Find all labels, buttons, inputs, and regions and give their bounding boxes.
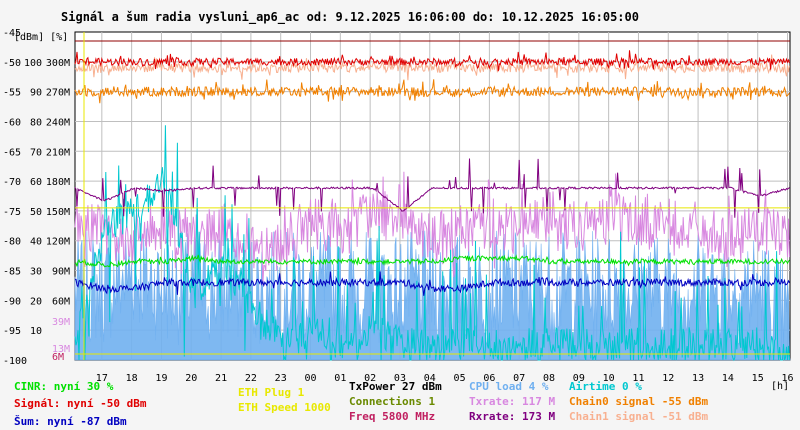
- tick-label-hour: 12: [662, 373, 674, 384]
- tick-label-hour: 06: [483, 373, 495, 384]
- legend-chain1-text: Chain1 signal -51 dBm: [569, 410, 709, 423]
- series-cpu-load: [74, 228, 791, 361]
- tick-label-hour: 08: [543, 373, 555, 384]
- hour-unit-label: [h]: [771, 381, 789, 392]
- tick-label-pct: 10: [30, 326, 42, 337]
- legend-cinr: CINR: nyní 30 %: [14, 380, 113, 393]
- tick-label-dbm: -50: [3, 58, 21, 69]
- tick-label-dbm: -95: [3, 326, 21, 337]
- tick-label-hour: 18: [126, 373, 138, 384]
- tick-label-dbm: -65: [3, 147, 21, 158]
- series-signal: [74, 50, 790, 72]
- legend-txpower: TxPower 27 dBm: [349, 380, 442, 393]
- tick-label-rate: 300M: [46, 58, 70, 69]
- legend-noise-text: Šum: nyní -87 dBm: [14, 415, 127, 428]
- tick-label-pct: 40: [30, 237, 42, 248]
- unit-label: [dBm] [%]: [14, 32, 68, 43]
- tick-label-dbm: -75: [3, 207, 21, 218]
- tick-label-hour: 17: [96, 373, 108, 384]
- series-rxrate: [74, 158, 790, 218]
- tick-label-rate: 60M: [52, 296, 70, 307]
- tick-label-hour: 03: [394, 373, 406, 384]
- tick-label-rate: 150M: [46, 207, 70, 218]
- legend-cpu-text: CPU load 4 %: [469, 380, 549, 393]
- tick-label-hour: 22: [245, 373, 257, 384]
- chart-title: Signál a šum radia vysluni_ap6_ac od: 9.…: [61, 10, 639, 24]
- legend-airtime-text: Airtime 0 %: [569, 380, 642, 393]
- legend-rxrate: Rxrate: 173 M: [469, 410, 555, 423]
- tick-label-dbm: -90: [3, 296, 21, 307]
- series-cinr: [74, 254, 790, 268]
- tick-label-rate-low: 13M: [52, 344, 70, 355]
- tick-label-dbm: -70: [3, 177, 21, 188]
- tick-label-pct: 80: [30, 117, 42, 128]
- legend-signal: Signál: nyní -50 dBm: [14, 397, 146, 410]
- tick-label-hour: 01: [334, 373, 346, 384]
- tick-label-rate: 270M: [46, 88, 70, 99]
- tick-label-rate: 240M: [46, 117, 70, 128]
- tick-label-hour: 23: [275, 373, 287, 384]
- legend-eth-plug-text: ETH Plug 1: [238, 386, 305, 399]
- tick-label-pct: 60: [30, 177, 42, 188]
- tick-label-hour: 09: [573, 373, 585, 384]
- legend-noise: Šum: nyní -87 dBm: [14, 415, 127, 428]
- legend-connections-text: Connections 1: [349, 395, 436, 408]
- series-txrate: [74, 171, 790, 286]
- tick-label-rate: 90M: [52, 267, 70, 278]
- tick-label-dbm: -85: [3, 267, 21, 278]
- series-chain0: [74, 79, 790, 104]
- tick-label-pct: 20: [30, 296, 42, 307]
- tick-label-hour: 07: [513, 373, 525, 384]
- tick-label-hour: 05: [454, 373, 466, 384]
- tick-label-hour: 02: [364, 373, 376, 384]
- legend-rxrate-text: Rxrate: 173 M: [469, 410, 556, 423]
- legend-cinr-text: CINR: nyní 30 %: [14, 380, 114, 393]
- legend-freq-text: Freq 5800 MHz: [349, 410, 436, 423]
- tick-label-pct: 90: [30, 88, 42, 99]
- tick-label-hour: 20: [185, 373, 197, 384]
- legend-cpu: CPU load 4 %: [469, 380, 548, 393]
- tick-label-hour: 00: [304, 373, 316, 384]
- tick-label-dbm: -55: [3, 88, 21, 99]
- tick-label-rate-low: 39M: [52, 317, 70, 328]
- tick-label-dbm: -100: [3, 356, 27, 367]
- legend-signal-text: Signál: nyní -50 dBm: [14, 397, 147, 410]
- legend-freq: Freq 5800 MHz: [349, 410, 435, 423]
- tick-label-rate: 180M: [46, 177, 70, 188]
- legend-txrate: Txrate: 117 M: [469, 395, 555, 408]
- legend-eth-plug: ETH Plug 1: [238, 386, 304, 399]
- tick-label-dbm: -60: [3, 117, 21, 128]
- tick-label-hour: 11: [632, 373, 644, 384]
- tick-label-pct: 70: [30, 147, 42, 158]
- tick-label-hour: 10: [603, 373, 615, 384]
- legend-chain1: Chain1 signal -51 dBm: [569, 410, 708, 423]
- tick-label-pct: 50: [30, 207, 42, 218]
- legend-airtime: Airtime 0 %: [569, 380, 642, 393]
- tick-label-rate: 120M: [46, 237, 70, 248]
- tick-label-hour: 15: [752, 373, 764, 384]
- legend-txrate-text: Txrate: 117 M: [469, 395, 556, 408]
- series-noise: [75, 271, 790, 296]
- tick-label-hour: 13: [692, 373, 704, 384]
- tick-label-pct: 30: [30, 267, 42, 278]
- legend-connections: Connections 1: [349, 395, 435, 408]
- tick-label-pct: 100: [24, 58, 42, 69]
- tick-label-rate: 210M: [46, 147, 70, 158]
- legend-eth-speed: ETH Speed 1000: [238, 401, 331, 414]
- tick-label-hour: 21: [215, 373, 227, 384]
- tick-label-hour: 19: [155, 373, 167, 384]
- tick-label-hour: 04: [424, 373, 436, 384]
- tick-label-dbm: -80: [3, 237, 21, 248]
- tick-label-rate-low: 6M: [52, 352, 64, 363]
- tick-label-hour: 16: [781, 373, 793, 384]
- series-chain1: [74, 54, 790, 81]
- legend-chain0: Chain0 signal -55 dBm: [569, 395, 708, 408]
- tick-label-dbm: -45: [3, 28, 21, 39]
- legend-chain0-text: Chain0 signal -55 dBm: [569, 395, 709, 408]
- legend-txpower-text: TxPower 27 dBm: [349, 380, 442, 393]
- legend-eth-speed-text: ETH Speed 1000: [238, 401, 331, 414]
- tick-label-hour: 14: [722, 373, 734, 384]
